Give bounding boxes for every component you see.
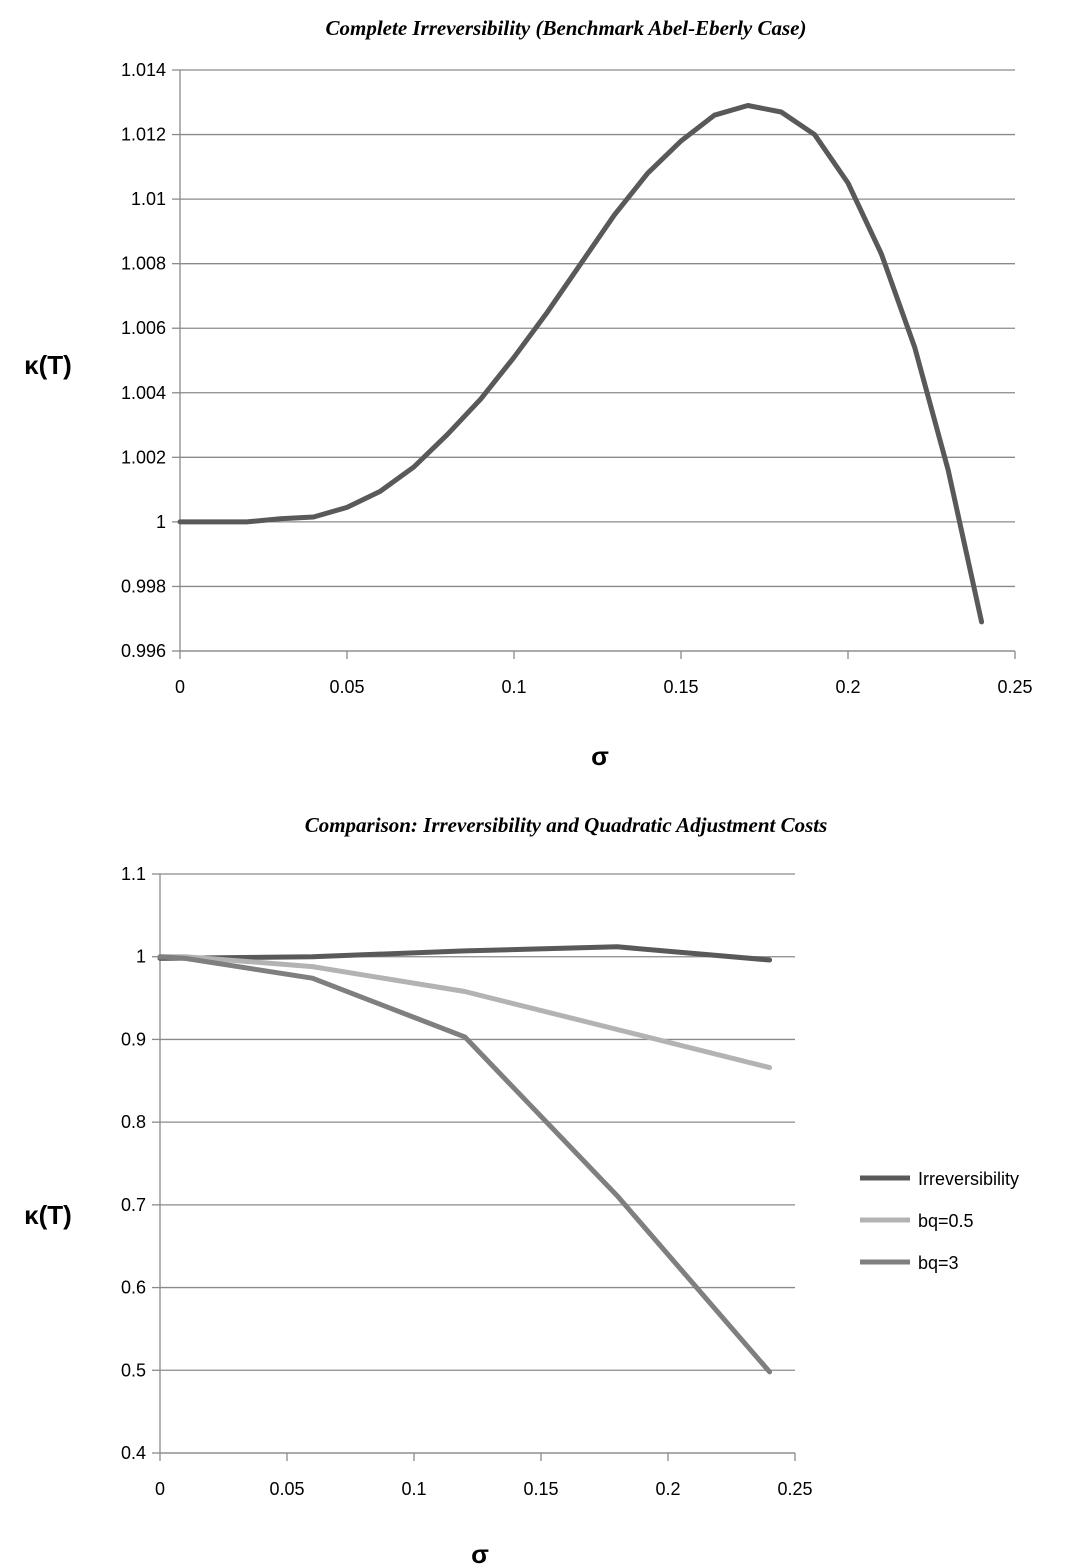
x-tick-label: 0.05 bbox=[269, 1479, 304, 1499]
legend-label: bq=0.5 bbox=[918, 1211, 974, 1231]
y-tick-label: 0.5 bbox=[121, 1360, 146, 1380]
x-tick-label: 0.2 bbox=[835, 677, 860, 697]
series-line-bq-3 bbox=[157, 954, 773, 1375]
y-tick-label: 0.4 bbox=[121, 1443, 146, 1463]
chart-title: Comparison: Irreversibility and Quadrati… bbox=[305, 813, 828, 837]
y-tick-label: 1.008 bbox=[121, 254, 166, 274]
x-axis-label: σ bbox=[471, 1539, 489, 1568]
x-tick-label: 0.05 bbox=[329, 677, 364, 697]
legend-label: Irreversibility bbox=[918, 1169, 1019, 1189]
series-line-0 bbox=[177, 103, 985, 625]
y-tick-label: 0.998 bbox=[121, 576, 166, 596]
chart-title: Complete Irreversibility (Benchmark Abel… bbox=[325, 16, 806, 40]
y-tick-label: 1.004 bbox=[121, 383, 166, 403]
y-tick-label: 1.01 bbox=[131, 189, 166, 209]
x-tick-label: 0 bbox=[175, 677, 185, 697]
x-tick-label: 0.15 bbox=[523, 1479, 558, 1499]
x-tick-label: 0.1 bbox=[401, 1479, 426, 1499]
x-tick-label: 0.2 bbox=[655, 1479, 680, 1499]
y-axis-label: κ(T) bbox=[24, 350, 72, 380]
series-line-bq-0-5 bbox=[157, 954, 773, 1071]
y-tick-label: 1.012 bbox=[121, 125, 166, 145]
x-tick-label: 0.25 bbox=[997, 677, 1032, 697]
y-tick-label: 1 bbox=[136, 947, 146, 967]
legend-label: bq=3 bbox=[918, 1253, 959, 1273]
y-tick-label: 0.7 bbox=[121, 1195, 146, 1215]
y-tick-label: 0.996 bbox=[121, 641, 166, 661]
y-axis-label: κ(T) bbox=[24, 1200, 72, 1230]
y-tick-label: 1 bbox=[156, 512, 166, 532]
y-tick-label: 1.002 bbox=[121, 447, 166, 467]
x-tick-label: 0.15 bbox=[663, 677, 698, 697]
y-tick-label: 1.1 bbox=[121, 864, 146, 884]
chart-comparison: Comparison: Irreversibility and Quadrati… bbox=[24, 813, 1019, 1568]
y-tick-label: 0.6 bbox=[121, 1278, 146, 1298]
y-tick-label: 0.8 bbox=[121, 1112, 146, 1132]
chart-irreversibility: Complete Irreversibility (Benchmark Abel… bbox=[24, 16, 1032, 771]
series-line-irreversibility bbox=[157, 944, 773, 963]
y-tick-label: 0.9 bbox=[121, 1029, 146, 1049]
x-tick-label: 0.25 bbox=[777, 1479, 812, 1499]
x-tick-label: 0 bbox=[155, 1479, 165, 1499]
y-tick-label: 1.006 bbox=[121, 318, 166, 338]
x-axis-label: σ bbox=[591, 741, 609, 771]
x-tick-label: 0.1 bbox=[501, 677, 526, 697]
y-tick-label: 1.014 bbox=[121, 60, 166, 80]
